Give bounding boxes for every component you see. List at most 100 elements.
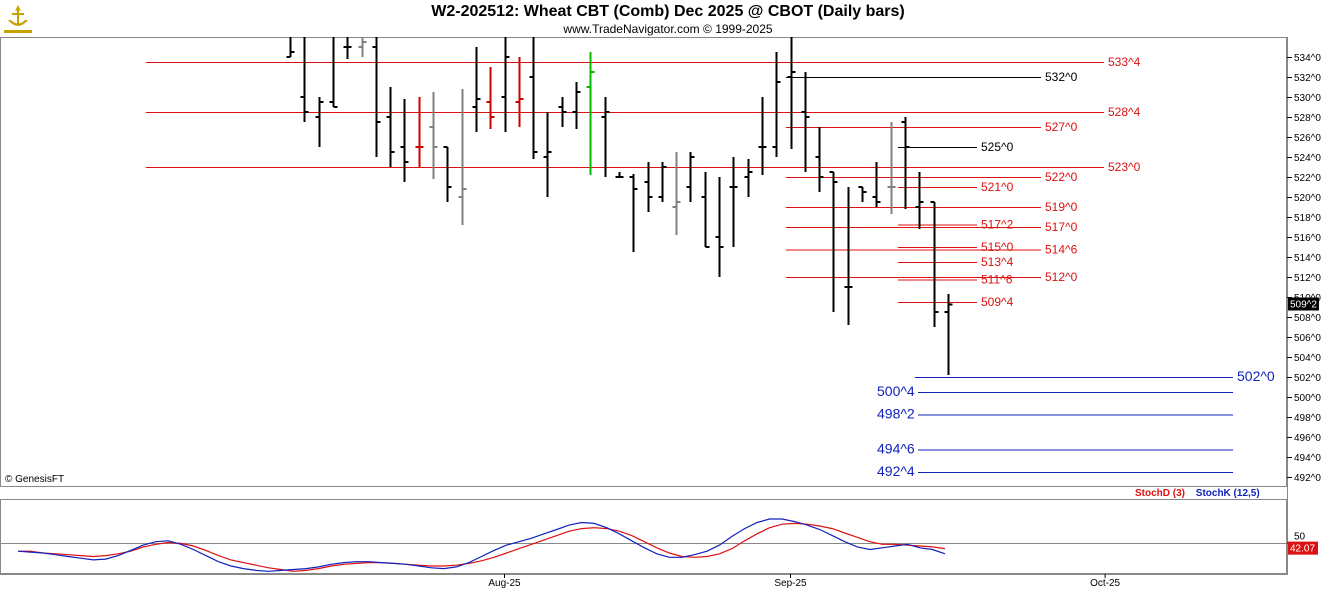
ohlc-bar bbox=[829, 171, 838, 312]
price-level-label: 502^0 bbox=[1237, 368, 1275, 384]
price-level-label: 509^4 bbox=[981, 295, 1014, 309]
ohlc-bar bbox=[443, 146, 452, 202]
date-axis-label: Sep-25 bbox=[774, 578, 807, 589]
ohlc-bar bbox=[315, 97, 324, 147]
price-level-label: 498^2 bbox=[877, 406, 915, 422]
price-bars bbox=[286, 37, 953, 375]
ohlc-bar bbox=[944, 294, 953, 375]
ohlc-bar bbox=[615, 172, 624, 178]
ohlc-bar bbox=[930, 201, 939, 327]
stochastic-value-tag-label: 42.07 bbox=[1290, 544, 1315, 555]
ohlc-bar bbox=[629, 174, 638, 252]
stochastic-axis-label: 50 bbox=[1294, 532, 1306, 543]
price-levels: 533^4 532^0 528^4 527^0 525^0 523^0 522^0 521^0… bbox=[146, 55, 1275, 479]
stochastic-value-tag bbox=[1288, 541, 1318, 555]
price-axis-label: 498^0 bbox=[1294, 413, 1321, 424]
copyright-notice: © GenesisFT bbox=[5, 474, 65, 485]
stochastic-line bbox=[18, 522, 946, 572]
price-panel-frame bbox=[0, 37, 1287, 487]
ohlc-bar bbox=[858, 186, 867, 202]
ohlc-bar bbox=[844, 187, 853, 325]
date-axis-label: Aug-25 bbox=[488, 578, 521, 589]
stochastic-legend: StochD (3) StochK (12,5) bbox=[1135, 488, 1260, 499]
price-axis-label: 518^0 bbox=[1294, 213, 1321, 224]
price-axis-label: 524^0 bbox=[1294, 153, 1321, 164]
price-axis-label: 492^0 bbox=[1294, 473, 1321, 484]
price-axis-label: 506^0 bbox=[1294, 333, 1321, 344]
ohlc-bar bbox=[644, 162, 653, 212]
ohlc-bar bbox=[300, 37, 309, 122]
price-level-label: 517^2 bbox=[981, 218, 1014, 232]
price-level-label: 500^4 bbox=[877, 383, 915, 399]
ohlc-bar bbox=[472, 47, 481, 132]
price-level-label: 532^0 bbox=[1045, 70, 1078, 84]
price-level-label: 513^4 bbox=[981, 255, 1014, 269]
price-level-label: 514^6 bbox=[1045, 243, 1078, 257]
stochastic-line bbox=[17, 518, 946, 572]
ohlc-bar bbox=[915, 172, 924, 229]
price-axis: 534^0 532^0 530^0 528^0 526^0 524^0 522^0 520^0… bbox=[1287, 53, 1321, 484]
price-level-label: 517^0 bbox=[1045, 220, 1078, 234]
price-level-label: 492^4 bbox=[877, 463, 915, 479]
last-price-tag bbox=[1288, 297, 1319, 311]
price-level-label: 494^6 bbox=[877, 441, 915, 457]
ohlc-bar bbox=[329, 37, 338, 108]
price-level-label: 528^4 bbox=[1108, 105, 1141, 119]
price-axis-label: 530^0 bbox=[1294, 93, 1321, 104]
price-level-label: 519^0 bbox=[1045, 200, 1078, 214]
ohlc-bar bbox=[658, 162, 667, 202]
price-level-label: 511^6 bbox=[981, 273, 1013, 287]
ohlc-bar bbox=[515, 57, 524, 127]
last-price-tag-label: 509^2 bbox=[1290, 300, 1317, 311]
price-axis-label: 494^0 bbox=[1294, 453, 1321, 464]
ohlc-bar bbox=[744, 159, 753, 197]
ohlc-bar bbox=[686, 152, 695, 202]
legend-stochd: StochD (3) bbox=[1135, 488, 1185, 499]
price-axis-label: 520^0 bbox=[1294, 193, 1321, 204]
price-level-label: 521^0 bbox=[981, 180, 1014, 194]
ohlc-bar bbox=[758, 97, 767, 175]
price-level-label: 525^0 bbox=[981, 140, 1014, 154]
tradenavigator-logo bbox=[2, 2, 34, 34]
ohlc-bar bbox=[429, 92, 438, 179]
stochastic-panel-frame bbox=[0, 499, 1287, 574]
ohlc-bar bbox=[558, 97, 567, 127]
ohlc-bar bbox=[415, 97, 424, 167]
ohlc-bar bbox=[872, 162, 881, 207]
chart-subtitle: www.TradeNavigator.com © 1999-2025 bbox=[563, 22, 773, 36]
price-axis-label: 516^0 bbox=[1294, 233, 1321, 244]
ohlc-bar bbox=[887, 122, 896, 214]
price-level-label: 527^0 bbox=[1045, 120, 1078, 134]
ohlc-bar bbox=[486, 67, 495, 129]
price-axis-label: 526^0 bbox=[1294, 133, 1321, 144]
ohlc-bar bbox=[572, 82, 581, 129]
date-axis-label: Oct-25 bbox=[1090, 578, 1120, 589]
price-axis-label: 512^0 bbox=[1294, 273, 1321, 284]
ohlc-bar bbox=[358, 37, 367, 57]
ohlc-bar bbox=[715, 177, 724, 277]
price-level-label: 515^0 bbox=[981, 240, 1014, 254]
date-axis: Aug-25 Sep-25 Oct-25 bbox=[488, 574, 1121, 589]
ohlc-bar bbox=[901, 117, 910, 209]
ohlc-bar bbox=[343, 37, 352, 59]
price-axis-label: 514^0 bbox=[1294, 253, 1321, 264]
price-axis-label: 532^0 bbox=[1294, 73, 1321, 84]
price-level-label: 512^0 bbox=[1045, 270, 1078, 284]
ohlc-bar bbox=[400, 99, 409, 182]
chart-frames bbox=[0, 37, 1288, 575]
ohlc-bar bbox=[529, 37, 538, 159]
price-axis-label: 508^0 bbox=[1294, 313, 1321, 324]
ohlc-bar bbox=[815, 127, 824, 192]
ohlc-bar bbox=[286, 37, 295, 58]
ohlc-bar bbox=[458, 89, 467, 225]
ohlc-bar bbox=[772, 52, 781, 157]
price-axis-label: 504^0 bbox=[1294, 353, 1321, 364]
price-axis-label: 522^0 bbox=[1294, 173, 1321, 184]
ohlc-bar bbox=[601, 97, 610, 177]
price-axis-label: 502^0 bbox=[1294, 373, 1321, 384]
ohlc-bar bbox=[729, 157, 738, 247]
ohlc-bar bbox=[672, 152, 681, 235]
price-axis-label: 528^0 bbox=[1294, 113, 1321, 124]
